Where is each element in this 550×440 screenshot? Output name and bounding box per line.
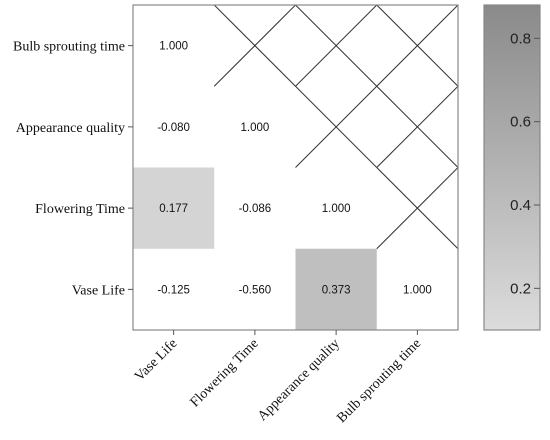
colorbar-tick-label: 0.4: [510, 197, 531, 214]
crossed-out-cell: [213, 4, 296, 87]
cell-value-label: 0.373: [322, 284, 351, 296]
crossed-out-cell: [376, 4, 459, 87]
cell-value-label: -0.080: [157, 122, 190, 134]
row-label: Vase Life: [72, 283, 125, 298]
column-label: Flowering Time: [188, 336, 262, 410]
column-label: Vase Life: [132, 336, 180, 384]
colorbar-tick-label: 0.2: [510, 280, 531, 297]
crossed-out-cells: [213, 4, 459, 250]
crossed-out-cell: [295, 85, 378, 168]
row-label: Appearance quality: [16, 121, 125, 136]
plot-frame: [132, 4, 459, 331]
heatmap-cells: 1.000 -0.080 1.000 0.177 -0.086 1.000 -0.125 -0…: [133, 41, 432, 330]
cell-value-label: 1.000: [240, 122, 269, 134]
cell-value-label: -0.125: [157, 284, 190, 296]
cell-value-label: 0.177: [159, 203, 188, 215]
colorbar-tick-label: 0.8: [510, 30, 531, 47]
cell-value-label: 1.000: [159, 41, 188, 53]
crossed-out-cell: [376, 85, 459, 168]
colorbar-gradient: [483, 4, 541, 331]
crossed-out-cell: [295, 4, 378, 87]
cell-value-label: -0.086: [239, 203, 272, 215]
colorbar-tick-label: 0.6: [510, 114, 531, 131]
crossed-out-cell: [376, 167, 459, 250]
heatmap-cell-3: [133, 167, 215, 249]
row-label: Bulb sprouting time: [13, 40, 125, 55]
cell-value-label: -0.560: [239, 284, 272, 296]
row-label: Flowering Time: [35, 202, 125, 217]
cell-value-label: 1.000: [322, 203, 351, 215]
colorbar: 0.2 0.4 0.6 0.8: [483, 4, 541, 331]
column-label: Bulb sprouting time: [334, 336, 424, 426]
column-label: Appearance quality: [255, 336, 343, 424]
cell-value-label: 1.000: [403, 284, 432, 296]
heatmap-cell-8: [295, 248, 377, 330]
row-labels: Bulb sprouting time Appearance quality Flo…: [13, 40, 133, 298]
